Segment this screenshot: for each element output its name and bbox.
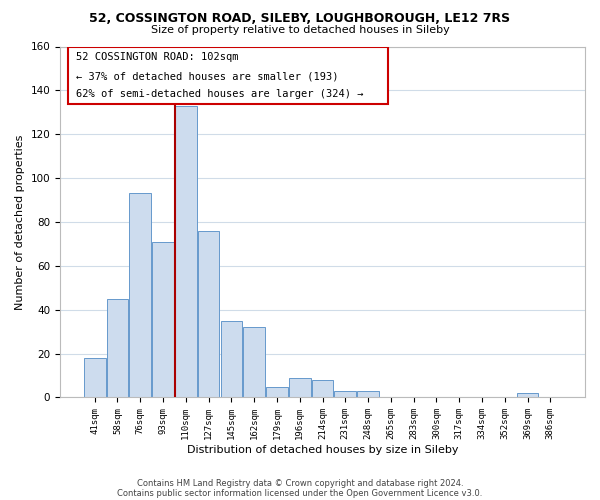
Bar [517, 393, 538, 398]
FancyBboxPatch shape [68, 46, 388, 104]
Bar [244, 328, 265, 398]
Bar [266, 386, 288, 398]
Text: 62% of semi-detached houses are larger (324) →: 62% of semi-detached houses are larger (… [76, 88, 363, 99]
Bar [357, 391, 379, 398]
Bar [107, 299, 128, 398]
Bar [221, 320, 242, 398]
Bar [198, 231, 220, 398]
Y-axis label: Number of detached properties: Number of detached properties [15, 134, 25, 310]
Text: Contains HM Land Registry data © Crown copyright and database right 2024.: Contains HM Land Registry data © Crown c… [137, 478, 463, 488]
Text: 52, COSSINGTON ROAD, SILEBY, LOUGHBOROUGH, LE12 7RS: 52, COSSINGTON ROAD, SILEBY, LOUGHBOROUG… [89, 12, 511, 26]
Bar [130, 194, 151, 398]
Bar [84, 358, 106, 398]
Bar [175, 106, 197, 398]
Bar [152, 242, 174, 398]
Text: Size of property relative to detached houses in Sileby: Size of property relative to detached ho… [151, 25, 449, 35]
Text: Contains public sector information licensed under the Open Government Licence v3: Contains public sector information licen… [118, 488, 482, 498]
Text: 52 COSSINGTON ROAD: 102sqm: 52 COSSINGTON ROAD: 102sqm [76, 52, 238, 62]
X-axis label: Distribution of detached houses by size in Sileby: Distribution of detached houses by size … [187, 445, 458, 455]
Bar [289, 378, 311, 398]
Bar [334, 391, 356, 398]
Text: ← 37% of detached houses are smaller (193): ← 37% of detached houses are smaller (19… [76, 71, 338, 81]
Bar [311, 380, 334, 398]
